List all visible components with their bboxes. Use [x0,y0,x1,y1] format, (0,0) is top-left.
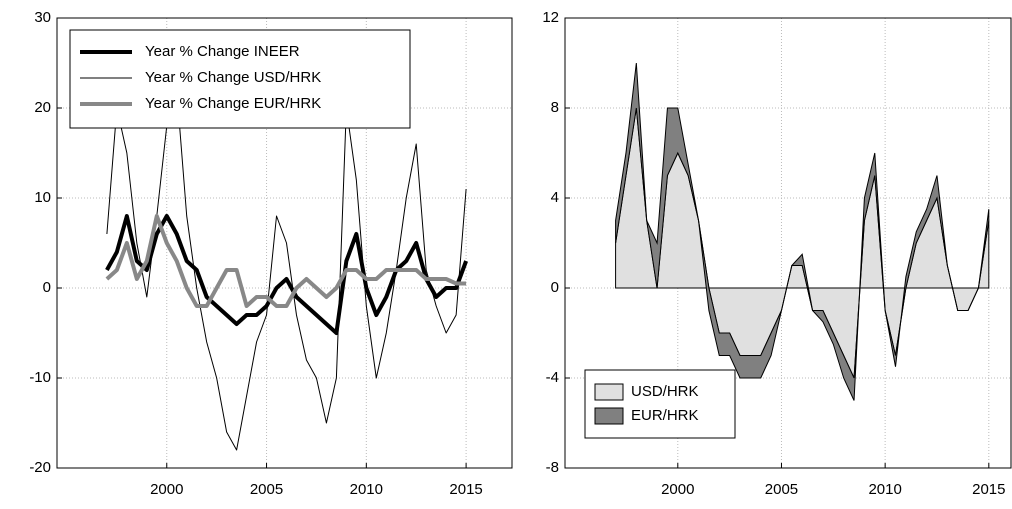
y-tick-label: 0 [43,279,51,296]
legend-label: EUR/HRK [631,407,699,424]
legend-label: Year % Change EUR/HRK [145,95,321,112]
legend-box [69,29,411,129]
area-series [615,62,990,401]
legend-swatch [594,383,624,401]
plot-frame [56,17,513,469]
plot-frame [564,17,1012,469]
legend-box [584,369,736,439]
line-series [105,214,467,308]
line-series [105,214,468,335]
x-tick-label: 2010 [350,481,383,498]
legend-label: Year % Change USD/HRK [145,69,321,86]
legend-label: USD/HRK [631,383,699,400]
legend-swatch [594,407,624,425]
y-tick-label: -8 [546,459,559,476]
y-tick-label: 20 [34,99,51,116]
y-tick-label: 8 [551,99,559,116]
legend-label: Year % Change INEER [145,43,300,60]
y-tick-label: 12 [542,9,559,26]
y-tick-label: -10 [29,369,51,386]
y-tick-label: 10 [34,189,51,206]
x-tick-label: 2000 [150,481,183,498]
x-tick-label: 2010 [868,481,901,498]
y-tick-label: 0 [551,279,559,296]
x-tick-label: 2005 [765,481,798,498]
y-tick-label: -20 [29,459,51,476]
y-tick-label: -4 [546,369,559,386]
x-tick-label: 2015 [449,481,482,498]
x-tick-label: 2005 [250,481,283,498]
y-tick-label: 30 [34,9,51,26]
x-tick-label: 2015 [972,481,1005,498]
x-tick-label: 2000 [661,481,694,498]
y-tick-label: 4 [551,189,559,206]
